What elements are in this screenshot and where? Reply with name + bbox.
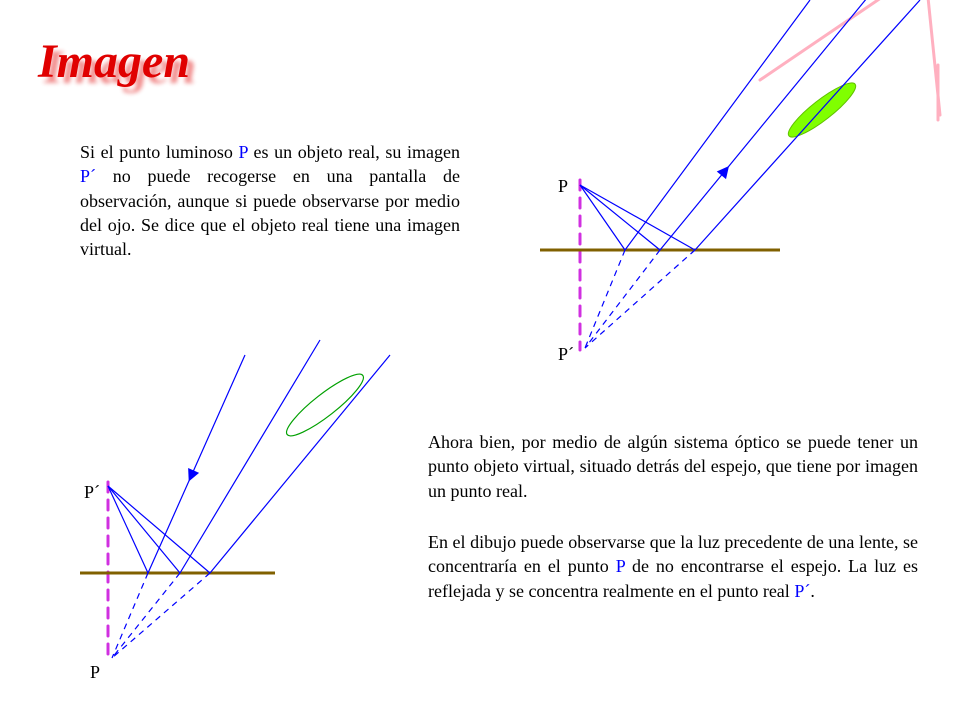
p1-Pprime: P´ [80,166,96,186]
label-d1-P: P [558,174,568,198]
p1-post: no puede recogerse en una pantalla de ob… [80,166,460,259]
paragraph-right-2: En el dibujo puede observarse que la luz… [428,530,918,603]
label-d2-Pprime: P´ [84,480,100,504]
diagram-top-right [520,40,940,380]
p3-P: P [616,556,625,576]
page-title: Imagen [38,34,190,89]
p1-pre: Si el punto luminoso [80,142,239,162]
p1-mid: es un objeto real, su imagen [248,142,460,162]
paragraph-top-left: Si el punto luminoso P es un objeto real… [80,140,460,261]
p3-Pprime: P´ [794,581,810,601]
p1-P: P [239,142,248,162]
p3-post: . [810,581,815,601]
diagram-bottom-left [40,330,440,690]
label-d1-Pprime: P´ [558,342,574,366]
label-d2-P: P [90,660,100,684]
paragraph-right-1: Ahora bien, por medio de algún sistema ó… [428,430,918,503]
